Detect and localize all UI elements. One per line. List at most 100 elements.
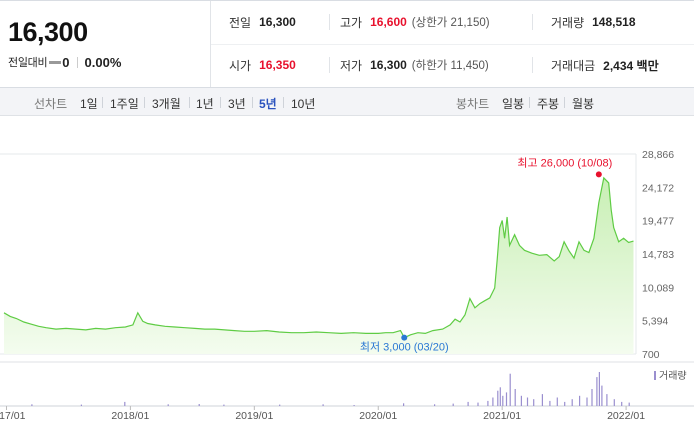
volume-bar: [598, 372, 600, 406]
stat-value: 148,518: [592, 15, 636, 29]
y-tick-label: 14,783: [642, 249, 674, 261]
volume-bar: [279, 404, 281, 406]
divider: [102, 97, 103, 108]
divider: [189, 97, 190, 108]
volume-bar: [628, 402, 630, 406]
tab-period-5y[interactable]: 5년: [259, 97, 277, 111]
volume-bar: [571, 399, 573, 406]
stat-label: 전일: [229, 15, 252, 30]
volume-bar: [502, 395, 504, 406]
divider: [564, 97, 565, 108]
stat-label: 거래량: [551, 15, 585, 30]
volume-bar: [591, 389, 593, 406]
divider: [529, 97, 530, 108]
tab-candle-monthly[interactable]: 월봉: [572, 97, 595, 111]
tab-candle-daily[interactable]: 일봉: [502, 97, 525, 111]
volume-bar: [167, 404, 169, 406]
chart-tab-bar: 선차트 1일 1주일 3개월 1년 3년 5년 10년 봉차트 일봉 주봉 월봉: [0, 88, 694, 116]
volume-bar: [601, 385, 603, 406]
tab-period-3m[interactable]: 3개월: [152, 97, 181, 111]
price-panel: 16,300 전일대비 0 0.00%: [0, 1, 211, 87]
candle-chart-label: 봉차트: [456, 97, 490, 111]
stat-value: 16,300: [370, 58, 407, 72]
x-tick-label: 2019/01: [235, 410, 273, 422]
divider: [329, 14, 330, 30]
stat-prev-close: 전일 16,300: [229, 12, 296, 32]
price-line: [3, 176, 634, 339]
change-percent: 0.00%: [84, 54, 122, 70]
volume-bar: [124, 401, 126, 406]
price-chart: 28,866 24,172 19,477 14,783 10,089 5,394 700 거…: [0, 149, 694, 422]
volume-bar: [520, 395, 522, 406]
volume-bar: [564, 401, 566, 406]
volume-bar: [434, 404, 436, 406]
volume-bar: [514, 389, 516, 406]
volume-bar: [452, 403, 454, 406]
stat-label: 고가: [340, 15, 363, 30]
y-tick-label: 5,394: [642, 316, 668, 328]
volume-bar: [541, 394, 543, 406]
stat-amount: 거래대금 2,434 백만: [551, 55, 659, 75]
divider: [76, 56, 78, 68]
y-tick-label: 700: [642, 349, 660, 361]
volume-bar: [223, 404, 225, 406]
x-tick-label: 2020/01: [359, 410, 397, 422]
stat-low: 저가 16,300 (하한가 11,450): [340, 55, 489, 75]
volume-bar: [31, 404, 33, 406]
stat-label: 시가: [229, 58, 252, 73]
volume-legend-swatch: [654, 371, 656, 380]
volume-bar: [80, 404, 82, 406]
volume-bar: [497, 390, 499, 406]
stat-sub: (하한가 11,450): [411, 60, 489, 72]
stat-value: 16,600: [370, 15, 407, 29]
x-tick-label: 2022/01: [607, 410, 645, 422]
volume-bar: [198, 404, 200, 406]
stat-sub: (상한가 21,150): [411, 17, 490, 29]
divider: [144, 97, 145, 108]
volume-bar: [533, 399, 535, 406]
stat-high: 고가 16,600 (상한가 21,150): [340, 12, 490, 32]
current-price: 16,300: [8, 17, 88, 47]
divider: [532, 57, 533, 73]
divider: [220, 97, 221, 108]
volume-bar: [322, 404, 324, 406]
tab-period-1w[interactable]: 1주일: [110, 97, 139, 111]
volume-bar: [492, 397, 494, 406]
x-tick-label: 2018/01: [111, 410, 149, 422]
tab-period-1d[interactable]: 1일: [80, 97, 98, 111]
change-value: 0: [62, 54, 70, 70]
tab-period-3y[interactable]: 3년: [228, 97, 246, 111]
volume-bar: [586, 397, 588, 406]
volume-bar: [606, 394, 608, 406]
min-label: 최저 3,000 (03/20): [360, 341, 449, 354]
stat-value: 16,350: [259, 58, 296, 72]
summary-header: 16,300 전일대비 0 0.00% 전일 16,300 고가 16,600 …: [0, 0, 694, 88]
volume-bar: [477, 402, 479, 406]
max-label: 최고 26,000 (10/08): [517, 156, 612, 169]
divider: [329, 57, 330, 73]
tab-period-1y[interactable]: 1년: [196, 97, 214, 111]
change-label: 전일대비: [8, 57, 48, 69]
volume-bar: [613, 399, 615, 406]
y-tick-label: 10,089: [642, 282, 674, 294]
divider: [283, 97, 284, 108]
volume-bar: [467, 401, 469, 406]
flat-icon: [49, 60, 62, 64]
volume-bar: [556, 397, 558, 406]
divider: [211, 44, 694, 45]
volume-bar: [621, 401, 623, 406]
tab-candle-weekly[interactable]: 주봉: [537, 97, 560, 111]
volume-bar: [509, 373, 511, 406]
volume-bar: [579, 395, 581, 406]
y-tick-label: 28,866: [642, 149, 674, 161]
tab-period-10y[interactable]: 10년: [291, 97, 316, 111]
volume-bar: [596, 377, 598, 406]
stat-value: 16,300: [259, 15, 296, 29]
y-tick-label: 19,477: [642, 216, 674, 228]
divider: [532, 14, 533, 30]
stat-volume: 거래량 148,518: [551, 12, 636, 32]
stat-label: 저가: [340, 58, 363, 73]
x-tick-label: 2017/01: [0, 410, 26, 422]
volume-bar: [403, 403, 405, 406]
y-tick-label: 24,172: [642, 182, 674, 194]
